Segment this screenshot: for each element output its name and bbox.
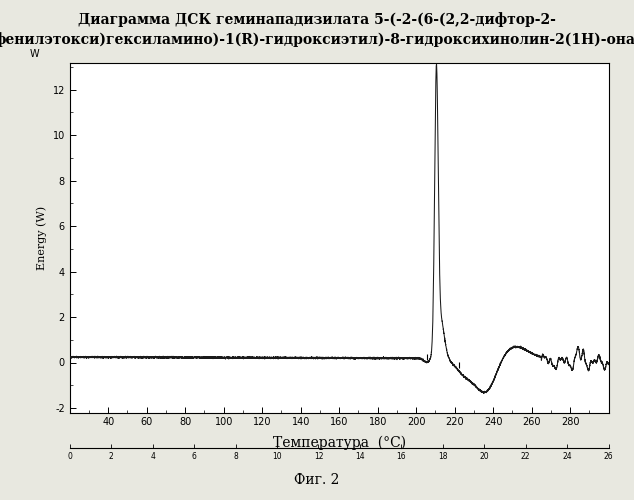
Text: Диаграмма ДСК геминападизилата 5-(-2-(6-(2,2-дифтор-2-: Диаграмма ДСК геминападизилата 5-(-2-(6-… bbox=[78, 12, 556, 28]
Text: Фиг. 2: Фиг. 2 bbox=[294, 474, 340, 488]
Y-axis label: Energy (W): Energy (W) bbox=[36, 206, 47, 270]
Text: Температура  (°С): Температура (°С) bbox=[273, 436, 406, 450]
Text: фенилэтокси)гексиламино)-1(R)-гидроксиэтил)-8-гидроксихинолин-2(1Н)-она.: фенилэтокси)гексиламино)-1(R)-гидроксиэт… bbox=[0, 32, 634, 48]
Text: W: W bbox=[30, 49, 39, 59]
